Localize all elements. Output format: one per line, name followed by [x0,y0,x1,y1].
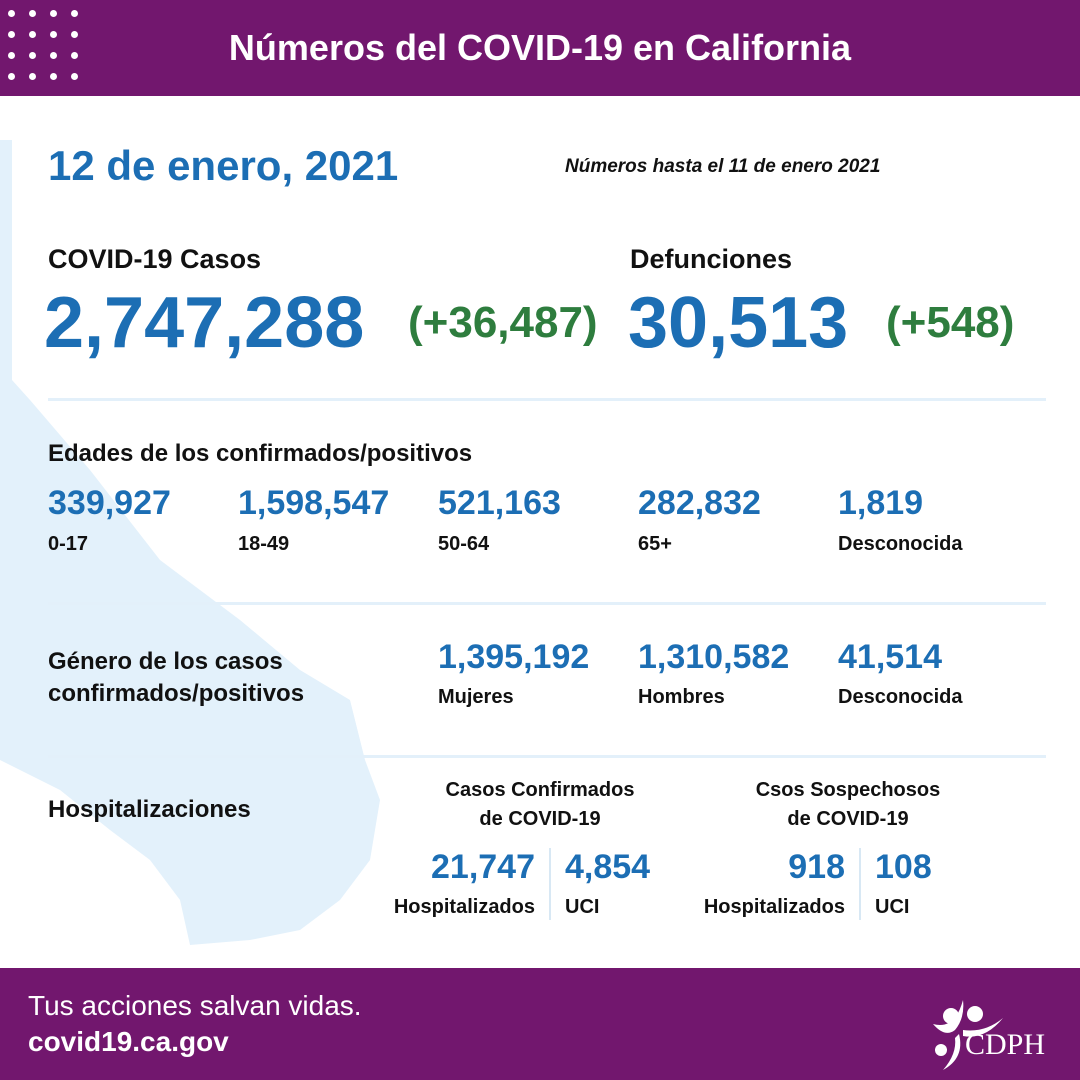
dots-decoration-icon [8,10,88,90]
confirmed-title: Casos Confirmados de COVID-19 [420,776,660,834]
suspected-hospitalized-label: Hospitalizados [703,896,845,918]
page-title: Números del COVID-19 en California [228,27,852,68]
dot [71,73,78,80]
age-group-value: 339,927 [48,484,171,522]
divider [48,398,1046,401]
age-group-value: 1,819 [838,484,924,522]
divider [48,602,1046,605]
dot [8,31,15,38]
dot [50,10,57,17]
hospitalizations-title: Hospitalizaciones [48,796,251,823]
cases-total: 2,747,288 [44,283,365,363]
suspected-icu-value: 108 [875,848,932,886]
dot [71,52,78,59]
deaths-change: (+548) [886,298,1015,347]
dot [50,52,57,59]
confirmed-title-line1: Casos Confirmados [445,779,635,801]
suspected-hospitalized-value: 918 [788,848,845,886]
ages-title: Edades de los confirmados/positivos [48,440,473,467]
footer-url[interactable]: covid19.ca.gov [28,1026,229,1057]
age-group-label: Desconocida [838,533,963,555]
gender-title-line1: Género de los casos [48,648,283,675]
age-group-label: 50-64 [438,533,490,555]
dot [8,10,15,17]
divider [48,755,1046,758]
suspected-icu-label: UCI [875,896,910,918]
suspected-title: Csos Sospechosos de COVID-19 [728,776,968,834]
footer: Tus acciones salvan vidas. covid19.ca.go… [0,968,1080,1080]
age-group-label: 65+ [638,533,672,555]
age-group-value: 521,163 [438,484,561,522]
gender-label: Mujeres [438,686,514,708]
dot [71,31,78,38]
gender-title-line2: confirmados/positivos [48,680,305,707]
gender-title: Género de los casos confirmados/positivo… [48,646,304,710]
cdph-figures-icon [933,1000,1003,1070]
cdph-logo-text: CDPH [965,1028,1046,1061]
footer-slogan: Tus acciones salvan vidas. [28,990,362,1021]
dot [29,73,36,80]
dot [8,52,15,59]
suspected-title-line2: de COVID-19 [787,808,909,830]
confirmed-hospitalized-label: Hospitalizados [393,896,535,918]
dot [29,31,36,38]
gender-value: 1,310,582 [638,638,790,676]
cdph-logo: CDPH [925,978,1055,1073]
gender-label: Hombres [638,686,725,708]
dot [29,10,36,17]
confirmed-hospitalized-value: 21,747 [431,848,535,886]
deaths-label: Defunciones [630,244,793,274]
gender-label: Desconocida [838,686,963,708]
suspected-title-line1: Csos Sospechosos [755,779,941,801]
cases-change: (+36,487) [408,298,598,347]
dot [8,73,15,80]
confirmed-title-line2: de COVID-19 [479,808,601,830]
dot [29,52,36,59]
divider [549,848,551,920]
california-map-background [0,140,380,945]
deaths-total: 30,513 [628,283,849,363]
gender-value: 41,514 [838,638,942,676]
cases-label: COVID-19 Casos [48,244,262,274]
gender-value: 1,395,192 [438,638,590,676]
age-group-value: 1,598,547 [238,484,390,522]
dot [71,10,78,17]
dot [50,31,57,38]
dot [50,73,57,80]
data-through-note: Números hasta el 11 de enero 2021 [565,156,881,177]
header-banner: Números del COVID-19 en California [0,0,1080,96]
confirmed-icu-label: UCI [565,896,600,918]
confirmed-icu-value: 4,854 [565,848,651,886]
age-group-label: 0-17 [48,533,89,555]
report-date: 12 de enero, 2021 [48,142,399,189]
divider [859,848,861,920]
age-group-value: 282,832 [638,484,761,522]
age-group-label: 18-49 [238,533,290,555]
